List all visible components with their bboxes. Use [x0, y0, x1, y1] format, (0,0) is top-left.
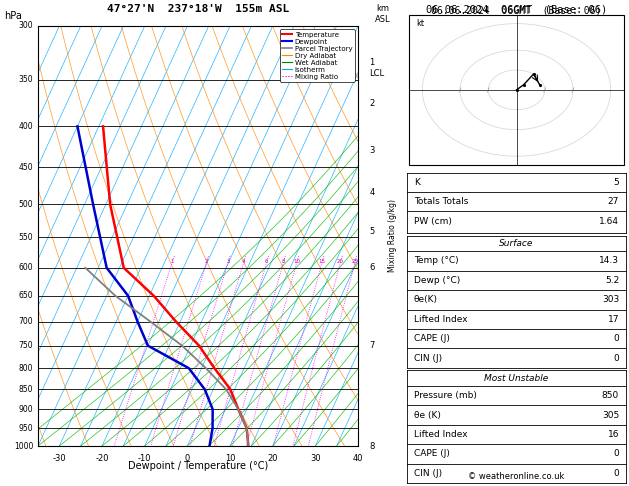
Text: 2: 2 — [205, 260, 209, 264]
Text: 6: 6 — [369, 263, 375, 272]
Text: 4: 4 — [242, 260, 245, 264]
Text: 20: 20 — [337, 260, 344, 264]
Text: 600: 600 — [19, 263, 33, 272]
Text: 40: 40 — [353, 454, 364, 463]
Text: 500: 500 — [19, 200, 33, 208]
Text: 650: 650 — [19, 291, 33, 300]
Text: 16: 16 — [608, 430, 619, 439]
Text: 17: 17 — [608, 315, 619, 324]
Text: km
ASL: km ASL — [376, 4, 391, 23]
Text: 30: 30 — [310, 454, 321, 463]
Text: -10: -10 — [138, 454, 152, 463]
Text: © weatheronline.co.uk: © weatheronline.co.uk — [469, 472, 565, 481]
Text: 400: 400 — [19, 122, 33, 131]
Text: CIN (J): CIN (J) — [414, 354, 442, 363]
Text: Surface: Surface — [499, 239, 533, 248]
Text: 25: 25 — [352, 260, 359, 264]
Text: kt: kt — [416, 19, 425, 29]
Text: Most Unstable: Most Unstable — [484, 374, 548, 382]
Text: 0: 0 — [613, 334, 619, 343]
Text: 06.06.2024  06GMT  (Base: 06): 06.06.2024 06GMT (Base: 06) — [426, 5, 607, 15]
Text: 850: 850 — [19, 385, 33, 394]
Text: Totals Totals: Totals Totals — [414, 197, 469, 206]
Text: CAPE (J): CAPE (J) — [414, 450, 450, 458]
Text: 0: 0 — [613, 469, 619, 478]
Text: 10: 10 — [225, 454, 235, 463]
Text: 1: 1 — [369, 58, 375, 67]
Text: 5: 5 — [613, 178, 619, 187]
Text: 303: 303 — [602, 295, 619, 304]
Text: 1.64: 1.64 — [599, 217, 619, 226]
Text: 3: 3 — [226, 260, 230, 264]
Text: -30: -30 — [52, 454, 66, 463]
Text: 750: 750 — [19, 341, 33, 350]
Text: hPa: hPa — [4, 11, 22, 21]
Text: 8: 8 — [282, 260, 286, 264]
Text: 27: 27 — [608, 197, 619, 206]
Text: 15: 15 — [319, 260, 326, 264]
Text: 305: 305 — [602, 411, 619, 419]
Text: 20: 20 — [267, 454, 278, 463]
Text: 4: 4 — [369, 188, 375, 197]
Text: 550: 550 — [19, 233, 33, 242]
Text: Dewpoint / Temperature (°C): Dewpoint / Temperature (°C) — [128, 461, 268, 470]
Text: Lifted Index: Lifted Index — [414, 430, 467, 439]
Text: Mixing Ratio (g/kg): Mixing Ratio (g/kg) — [388, 199, 397, 273]
Text: Lifted Index: Lifted Index — [414, 315, 467, 324]
Text: Dewp (°C): Dewp (°C) — [414, 276, 460, 285]
Text: 450: 450 — [19, 163, 33, 172]
Text: 900: 900 — [19, 405, 33, 414]
Text: 350: 350 — [19, 75, 33, 84]
Legend: Temperature, Dewpoint, Parcel Trajectory, Dry Adiabat, Wet Adiabat, Isotherm, Mi: Temperature, Dewpoint, Parcel Trajectory… — [279, 30, 355, 82]
Text: θe(K): θe(K) — [414, 295, 438, 304]
Text: 8: 8 — [369, 441, 375, 451]
Text: 10: 10 — [294, 260, 301, 264]
Text: 14.3: 14.3 — [599, 257, 619, 265]
Text: CAPE (J): CAPE (J) — [414, 334, 450, 343]
Text: -20: -20 — [95, 454, 109, 463]
Text: 0: 0 — [185, 454, 190, 463]
Text: 5: 5 — [369, 227, 375, 236]
Text: 0: 0 — [613, 450, 619, 458]
Text: 47°27'N  237°18'W  155m ASL: 47°27'N 237°18'W 155m ASL — [107, 4, 289, 14]
Text: 1: 1 — [170, 260, 174, 264]
Text: θe (K): θe (K) — [414, 411, 441, 419]
Text: 06.06.2024  06GMT  (Base: 06): 06.06.2024 06GMT (Base: 06) — [431, 6, 602, 16]
Text: PW (cm): PW (cm) — [414, 217, 452, 226]
Text: Pressure (mb): Pressure (mb) — [414, 391, 477, 400]
Text: K: K — [414, 178, 420, 187]
Text: 800: 800 — [19, 364, 33, 373]
Text: Temp (°C): Temp (°C) — [414, 257, 459, 265]
Text: 950: 950 — [19, 424, 33, 433]
Text: CIN (J): CIN (J) — [414, 469, 442, 478]
Text: 300: 300 — [19, 21, 33, 31]
Text: 1000: 1000 — [14, 441, 33, 451]
Text: 700: 700 — [19, 317, 33, 326]
Text: LCL: LCL — [369, 69, 384, 78]
Text: 6: 6 — [265, 260, 269, 264]
Text: 7: 7 — [369, 341, 375, 350]
Text: 850: 850 — [602, 391, 619, 400]
Text: 3: 3 — [369, 146, 375, 155]
Bar — [409, 15, 623, 165]
Text: 0: 0 — [613, 354, 619, 363]
Text: 5.2: 5.2 — [605, 276, 619, 285]
Text: 2: 2 — [369, 99, 375, 108]
